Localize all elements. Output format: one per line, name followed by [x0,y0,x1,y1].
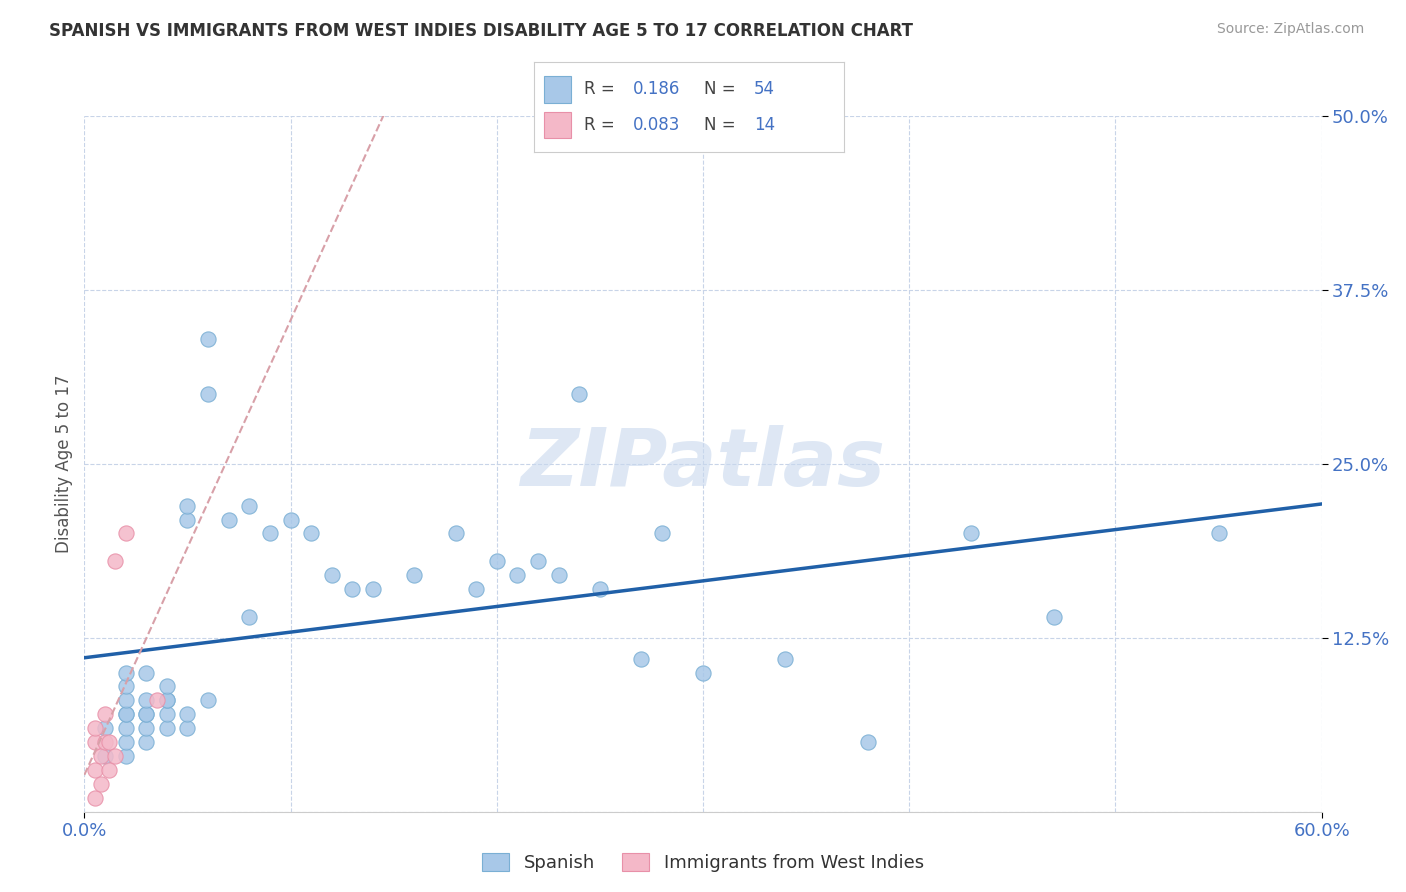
Point [114,735,136,749]
Text: N =: N = [704,80,735,98]
Text: R =: R = [583,80,614,98]
Point [83,790,105,805]
Point [83,721,105,735]
Point [135,707,157,722]
Point [960,526,983,541]
Point [90,749,112,764]
Point [506,568,529,582]
Point [94,707,117,722]
Point [197,387,219,401]
Point [114,721,136,735]
Point [527,554,550,568]
Point [83,763,105,777]
Point [856,735,879,749]
Point [630,651,652,665]
Point [114,707,136,722]
Point [1042,610,1064,624]
Point [114,526,136,541]
Point [547,568,569,582]
Point [114,707,136,722]
Point [156,707,179,722]
Point [135,735,157,749]
Point [98,735,121,749]
Text: R =: R = [583,116,614,134]
Text: 0.083: 0.083 [633,116,681,134]
Point [94,721,117,735]
Point [218,512,240,526]
Point [651,526,673,541]
Point [135,665,157,680]
Point [176,721,198,735]
Point [259,526,281,541]
Bar [544,76,571,103]
Point [692,665,714,680]
Point [280,512,302,526]
Point [238,610,260,624]
Point [444,526,467,541]
Point [135,721,157,735]
Point [104,749,127,764]
Point [485,554,508,568]
Point [135,693,157,707]
Point [568,387,591,401]
Point [135,707,157,722]
Point [589,582,612,596]
Point [321,568,343,582]
Text: 14: 14 [754,116,775,134]
Point [176,707,198,722]
Point [156,680,179,694]
Point [342,582,364,596]
Point [176,499,198,513]
Point [94,735,117,749]
Point [465,582,488,596]
Point [83,735,105,749]
Y-axis label: Disability Age 5 to 17: Disability Age 5 to 17 [55,375,73,553]
Point [404,568,426,582]
Point [156,693,179,707]
Legend: Spanish, Immigrants from West Indies: Spanish, Immigrants from West Indies [475,846,931,880]
Point [238,499,260,513]
Point [197,693,219,707]
Text: SPANISH VS IMMIGRANTS FROM WEST INDIES DISABILITY AGE 5 TO 17 CORRELATION CHART: SPANISH VS IMMIGRANTS FROM WEST INDIES D… [49,22,914,40]
Text: 0.186: 0.186 [633,80,681,98]
Point [299,526,322,541]
Point [104,554,127,568]
Point [94,749,117,764]
Point [197,332,219,346]
Bar [544,112,571,138]
Text: ZIPatlas: ZIPatlas [520,425,886,503]
Point [114,665,136,680]
Point [156,721,179,735]
Point [90,777,112,791]
Text: N =: N = [704,116,735,134]
Point [1208,526,1230,541]
Point [114,693,136,707]
Point [156,693,179,707]
Point [98,763,121,777]
Text: Source: ZipAtlas.com: Source: ZipAtlas.com [1216,22,1364,37]
Point [775,651,797,665]
Point [114,680,136,694]
Point [145,693,167,707]
Text: 54: 54 [754,80,775,98]
Point [361,582,384,596]
Point [176,512,198,526]
Point [114,749,136,764]
